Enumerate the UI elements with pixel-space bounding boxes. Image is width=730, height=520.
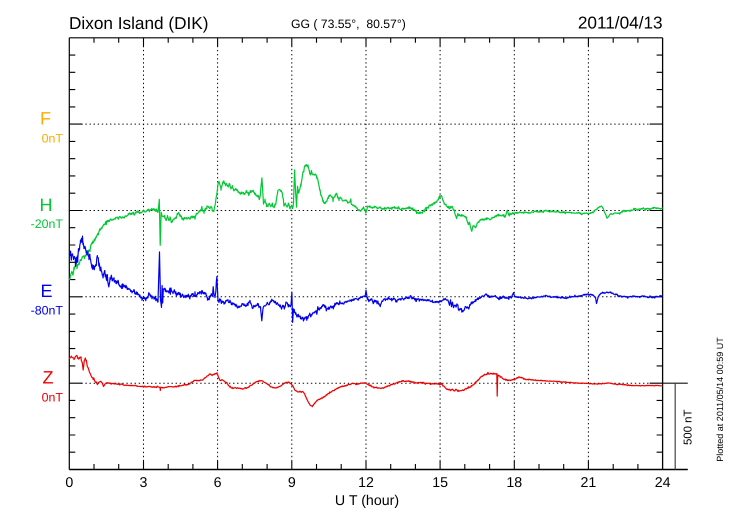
svg-text:6: 6 [214,475,222,491]
svg-text:0nT: 0nT [42,131,64,145]
svg-text:GG ( 73.55°, 80.57°): GG ( 73.55°, 80.57°) [291,17,406,31]
svg-text:0nT: 0nT [42,390,64,404]
svg-text:F: F [40,108,51,128]
svg-text:3: 3 [140,475,148,491]
svg-text:-80nT: -80nT [31,303,64,317]
svg-text:Dixon Island (DIK): Dixon Island (DIK) [69,13,208,33]
svg-text:U T (hour): U T (hour) [335,493,399,509]
svg-text:Plotted at 2011/05/14 00:59 UT: Plotted at 2011/05/14 00:59 UT [715,337,725,462]
svg-text:0: 0 [65,475,73,491]
svg-text:500 nT: 500 nT [683,410,695,446]
svg-text:15: 15 [432,475,448,491]
svg-text:E: E [41,281,53,301]
svg-text:9: 9 [288,475,296,491]
svg-text:H: H [40,195,53,215]
svg-text:24: 24 [655,475,671,491]
svg-text:21: 21 [581,475,597,491]
svg-text:Z: Z [43,368,54,388]
svg-text:18: 18 [506,475,522,491]
svg-text:-20nT: -20nT [31,217,64,231]
svg-text:2011/04/13: 2011/04/13 [578,13,663,33]
svg-text:12: 12 [358,475,374,491]
